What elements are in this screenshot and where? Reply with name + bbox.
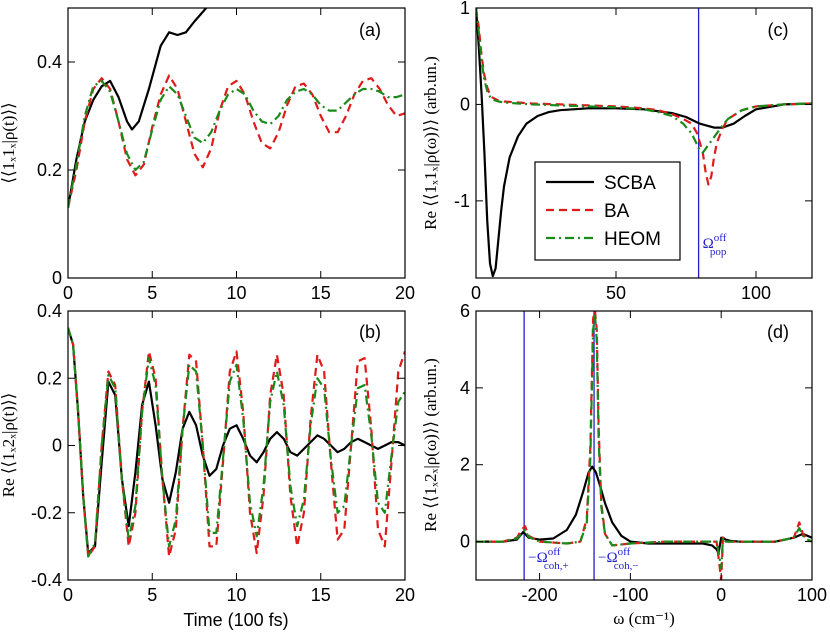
x-tick-label-d-3: 100 <box>797 585 827 605</box>
y-tick-label-c-0: -1 <box>454 191 470 211</box>
y-tick-label-a-1: 0.2 <box>37 160 62 180</box>
series-group-b <box>68 327 405 558</box>
series-line-a-heom <box>68 79 405 209</box>
y-tick-label-c-1: 0 <box>460 94 470 114</box>
series-line-c-heom <box>476 8 812 154</box>
series-line-d-heom <box>476 313 812 570</box>
y-tick-label-d-3: 6 <box>460 301 470 321</box>
y-axis-label-d: Re ⟨⟨1ₓ2ₓ|ρ(ω)⟩⟩ (arb.un.) <box>421 358 440 532</box>
series-group-a <box>68 8 405 209</box>
panel-label-d: (d) <box>767 322 789 342</box>
panel-a: 0 5 10 15 20 0 0.2 0.4 (a) ⟨⟨1ₓ1ₓ|ρ(t)⟩⟩ <box>0 7 415 303</box>
x-tick-label-a-4: 20 <box>395 283 415 303</box>
plot-frame-c <box>475 7 813 279</box>
x-tick-label-b-2: 10 <box>226 585 246 605</box>
x-tick-label-c-1: 50 <box>606 283 626 303</box>
x-tick-label-b-0: 0 <box>63 585 73 605</box>
x-tick-label-c-0: 0 <box>471 283 481 303</box>
legend-label-ba: BA <box>604 201 630 222</box>
plot-frame-d <box>475 310 813 581</box>
y-axis-label-b: Re ⟨⟨1ₓ2ₓ|ρ(t)⟩⟩ <box>0 393 18 497</box>
annotation-label-c-0: Ωoff pop <box>703 232 727 258</box>
x-tick-label-b-1: 5 <box>147 585 157 605</box>
series-group-d <box>476 311 812 580</box>
series-line-d-scba <box>476 465 812 555</box>
x-tick-label-a-1: 5 <box>147 283 157 303</box>
y-tick-label-b-4: 0.4 <box>37 301 62 321</box>
plot-frame-a <box>67 7 406 279</box>
x-tick-label-d-2: 0 <box>716 585 726 605</box>
panel-c: 0 50 100 -1 0 1 (c) Re ⟨⟨1ₓ1ₓ|ρ(ω)⟩⟩ (arb.un.) Ω… <box>421 0 813 303</box>
legend-label-scba: SCBA <box>604 173 656 194</box>
series-line-b-ba <box>68 327 405 558</box>
panel-label-c: (c) <box>768 20 789 40</box>
y-tick-label-d-1: 2 <box>460 455 470 475</box>
legend-label-heom: HEOM <box>604 229 661 250</box>
x-tick-label-b-4: 20 <box>395 585 415 605</box>
x-tick-label-a-3: 15 <box>311 283 331 303</box>
series-line-a-scba <box>68 8 208 208</box>
panel-d: -200 -100 0 100 0 2 4 6 (d) Re ⟨⟨1ₓ2ₓ|ρ(ω)⟩⟩ (arb… <box>421 301 827 605</box>
x-tick-label-d-1: -100 <box>612 585 648 605</box>
x-axis-label-omega: ω (cm⁻¹) <box>613 609 675 628</box>
x-tick-label-c-2: 100 <box>741 283 771 303</box>
panel-label-a: (a) <box>359 20 381 40</box>
series-line-c-ba <box>476 8 812 186</box>
y-axis-label-c: Re ⟨⟨1ₓ1ₓ|ρ(ω)⟩⟩ (arb.un.) <box>421 56 440 230</box>
y-tick-label-c-2: 1 <box>460 0 470 18</box>
series-line-d-ba <box>476 311 812 580</box>
annotation-label-d-0: −Ωoff coh,+ <box>528 546 569 572</box>
series-group-c <box>476 8 812 278</box>
x-tick-label-a-2: 10 <box>226 283 246 303</box>
y-tick-label-b-2: 0 <box>52 436 62 456</box>
x-tick-label-d-0: -200 <box>522 585 558 605</box>
panel-b: 0 5 10 15 20 -0.4 -0.2 0 0.2 0.4 (b) Re ⟨⟨1ₓ2ₓ|ρ(t)… <box>0 301 415 605</box>
y-tick-label-b-0: -0.4 <box>31 570 62 590</box>
y-tick-label-b-3: 0.2 <box>37 368 62 388</box>
y-tick-label-d-2: 4 <box>460 378 470 398</box>
y-tick-label-b-1: -0.2 <box>31 503 62 523</box>
y-tick-label-d-0: 0 <box>460 532 470 552</box>
y-tick-label-a-0: 0 <box>52 268 62 288</box>
annotation-label-d-1: −Ωoff coh,− <box>598 546 639 572</box>
y-axis-label-a: ⟨⟨1ₓ1ₓ|ρ(t)⟩⟩ <box>0 102 18 183</box>
panel-label-b: (b) <box>359 322 381 342</box>
series-line-b-heom <box>68 327 405 558</box>
y-tick-label-a-2: 0.4 <box>37 52 62 72</box>
x-tick-label-b-3: 15 <box>311 585 331 605</box>
legend: SCBA BA HEOM <box>534 161 681 261</box>
x-axis-label-time: Time (100 fs) <box>183 610 288 630</box>
x-tick-label-a-0: 0 <box>63 283 73 303</box>
